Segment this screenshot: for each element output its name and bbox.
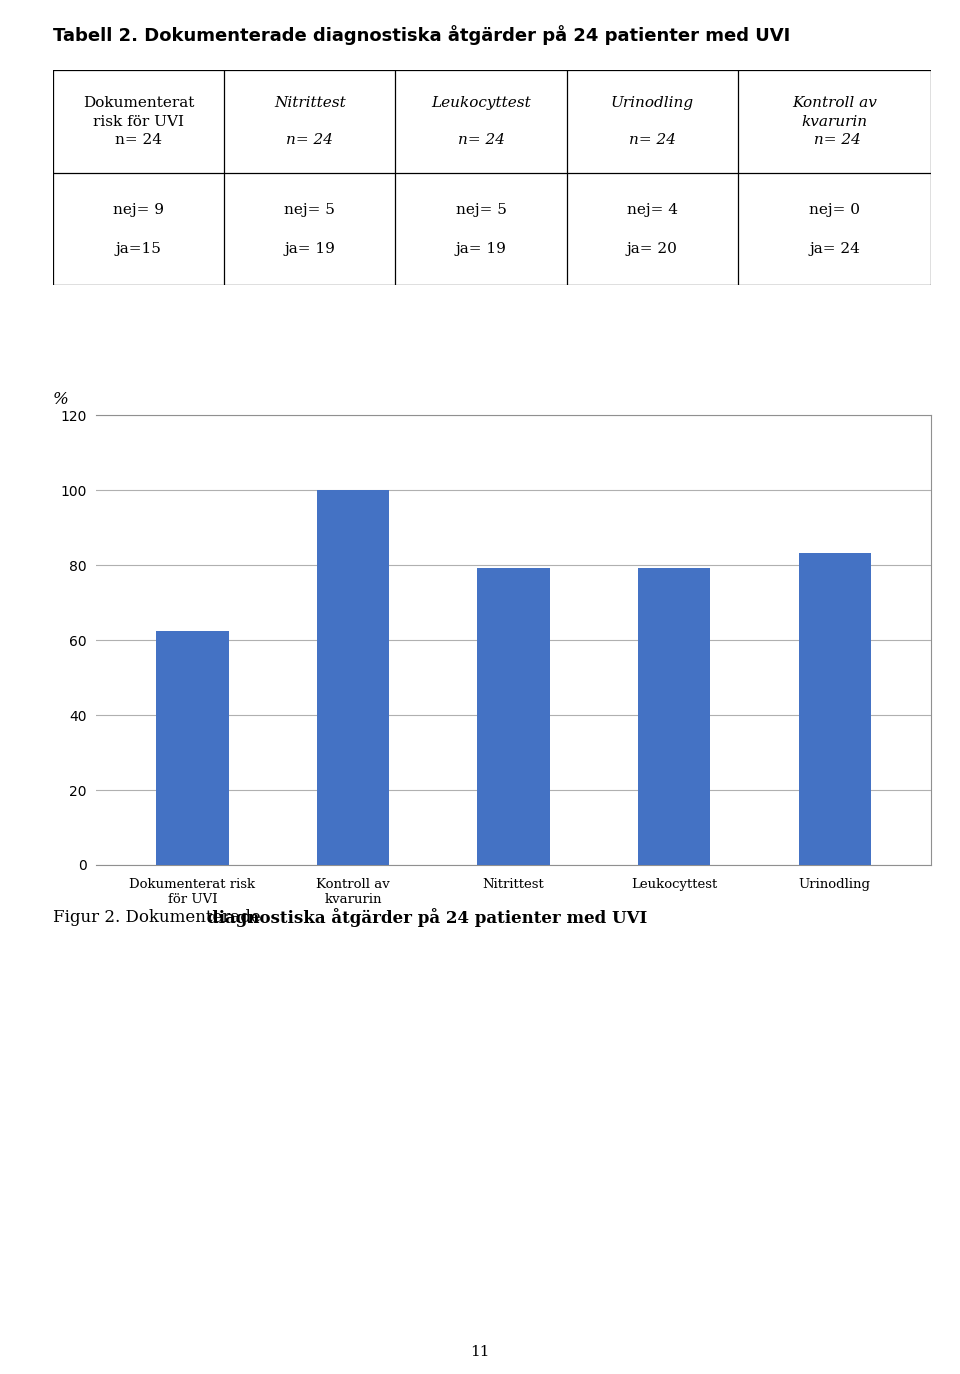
Text: Figur 2. Dokumenterade: Figur 2. Dokumenterade <box>53 910 266 926</box>
Text: 11: 11 <box>470 1345 490 1359</box>
Bar <box>477 567 550 866</box>
Text: diagnostiska åtgärder på 24 patienter med UVI: diagnostiska åtgärder på 24 patienter me… <box>206 908 647 927</box>
Text: nej= 9

ja=15: nej= 9 ja=15 <box>113 202 164 256</box>
Text: nej= 5

ja= 19: nej= 5 ja= 19 <box>456 202 507 256</box>
Text: Urinodling

n= 24: Urinodling n= 24 <box>611 96 694 147</box>
Bar <box>317 491 389 866</box>
Bar <box>799 552 871 866</box>
Bar <box>156 631 228 866</box>
Text: %: % <box>53 392 68 408</box>
Text: Leukocyttest

n= 24: Leukocyttest n= 24 <box>431 96 531 147</box>
Text: Tabell 2. Dokumenterade diagnostiska åtgärder på 24 patienter med UVI: Tabell 2. Dokumenterade diagnostiska åtg… <box>53 26 790 45</box>
Bar <box>638 567 710 866</box>
Text: Nitrittest

n= 24: Nitrittest n= 24 <box>274 96 346 147</box>
Text: nej= 0

ja= 24: nej= 0 ja= 24 <box>809 202 860 256</box>
Text: Kontroll av
kvarurin
 n= 24: Kontroll av kvarurin n= 24 <box>792 96 877 147</box>
Text: nej= 4

ja= 20: nej= 4 ja= 20 <box>627 202 678 256</box>
Text: Dokumenterat
risk för UVI
n= 24: Dokumenterat risk för UVI n= 24 <box>83 96 194 147</box>
Text: nej= 5

ja= 19: nej= 5 ja= 19 <box>284 202 335 256</box>
